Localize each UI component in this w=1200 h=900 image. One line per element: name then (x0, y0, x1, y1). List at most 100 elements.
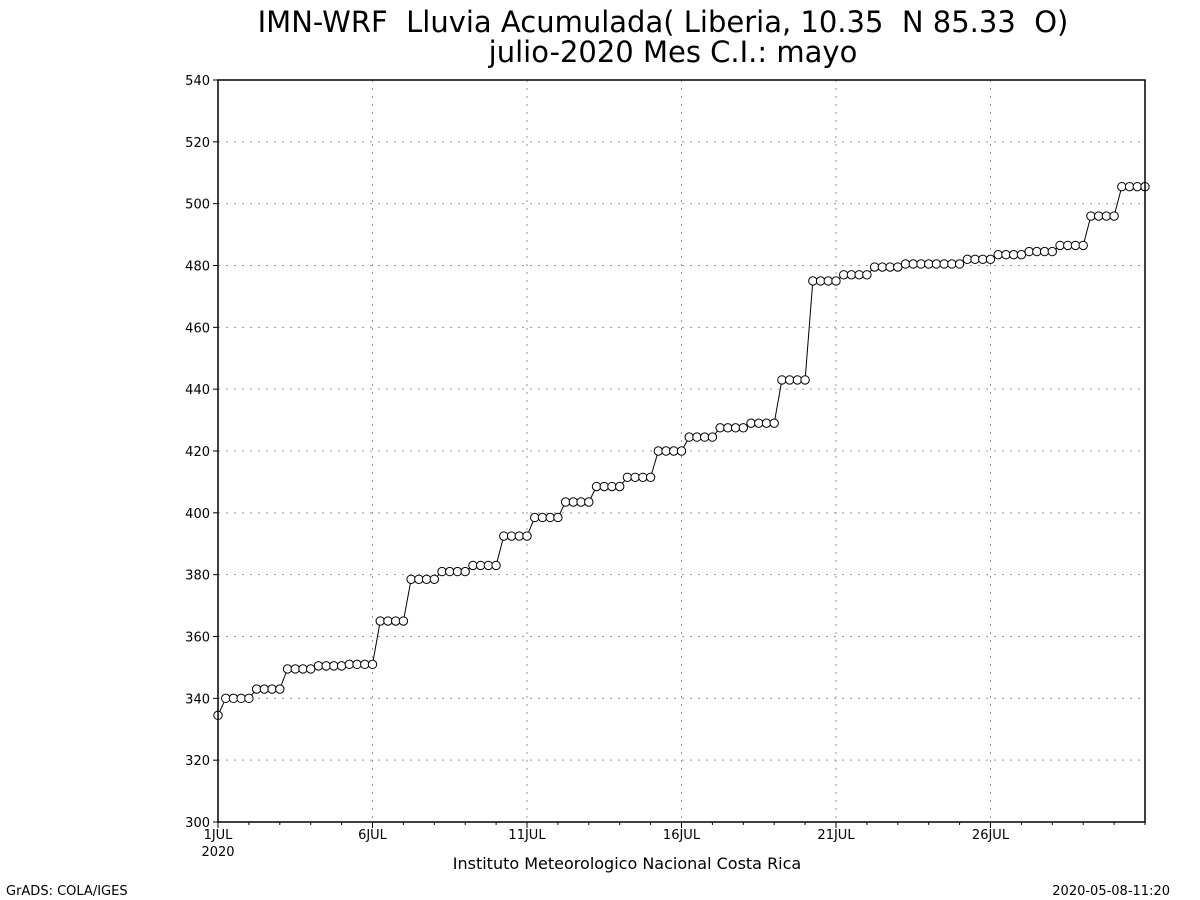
data-point (1117, 181, 1127, 192)
data-point (630, 472, 640, 482)
data-point (221, 693, 231, 704)
data-point (607, 481, 617, 492)
data-point (537, 512, 548, 523)
y-tick-label: 420 (185, 445, 210, 460)
data-point (808, 276, 818, 286)
plot-frame (217, 79, 1146, 823)
data-point (947, 259, 957, 269)
data-point (491, 560, 501, 571)
data-point (761, 418, 772, 428)
data-point (1008, 249, 1019, 260)
data-point (846, 270, 857, 280)
data-point (313, 661, 324, 671)
data-point (506, 531, 517, 541)
y-tick-label: 380 (185, 569, 210, 584)
data-point (421, 574, 432, 584)
data-point (414, 574, 424, 584)
x-tick-label: 16JUL (663, 828, 701, 843)
data-point (638, 472, 648, 482)
chart-title: IMN-WRF Lluvia Acumulada( Liberia, 10.35… (258, 5, 1069, 39)
data-point (514, 531, 524, 541)
data-point (815, 276, 826, 286)
data-point (599, 481, 609, 492)
data-point (676, 446, 687, 456)
x-tick-label: 21JUL (817, 828, 855, 843)
data-point (1039, 246, 1050, 257)
data-point (653, 446, 664, 456)
data-point (893, 262, 903, 272)
x-tick-sublabel: 2020 (201, 845, 234, 860)
data-point (869, 262, 880, 272)
data-point (900, 259, 911, 269)
y-tick-label: 520 (185, 136, 210, 151)
y-tick-label: 500 (185, 198, 210, 213)
data-point (962, 254, 973, 265)
data-point (730, 423, 741, 433)
footer-left: GrADS: COLA/IGES (6, 884, 128, 899)
data-point (862, 270, 872, 280)
x-tick-label: 11JUL (508, 828, 546, 843)
data-point (754, 418, 764, 428)
data-point (885, 262, 895, 272)
data-point (1101, 211, 1112, 221)
data-point (460, 566, 470, 577)
data-point (931, 259, 942, 269)
y-tick-label: 460 (185, 321, 210, 336)
y-tick-label: 440 (185, 383, 210, 398)
data-point (985, 254, 996, 265)
data-point (475, 560, 486, 571)
footer-right: 2020-05-08-11:20 (1052, 884, 1170, 899)
data-point (954, 259, 965, 269)
data-point (769, 418, 779, 428)
data-point (390, 616, 401, 626)
y-tick-label: 540 (185, 74, 210, 89)
data-point (584, 497, 594, 507)
data-point (437, 566, 447, 577)
data-point (306, 664, 316, 674)
data-point (645, 472, 656, 482)
data-point (352, 659, 362, 670)
data-point (483, 560, 494, 571)
data-point (553, 512, 563, 523)
data-point (1063, 240, 1073, 251)
data-point (568, 497, 579, 507)
data-point (1086, 211, 1096, 221)
data-point (398, 616, 409, 626)
y-tick-label: 300 (185, 816, 210, 831)
data-point (1024, 246, 1034, 257)
data-point (908, 259, 918, 269)
data-point (445, 566, 455, 577)
x-axis-label: Instituto Meteorologico Nacional Costa R… (453, 854, 801, 873)
data-point (244, 693, 254, 704)
data-point (622, 472, 633, 482)
y-axis: 300 320 340 360 380 400 420 440 460 480 500 520 540 (185, 74, 218, 831)
data-point (522, 531, 532, 541)
data-point (251, 684, 262, 694)
data-point (615, 481, 625, 492)
data-point (661, 446, 671, 456)
data-point (1078, 240, 1088, 251)
data-point (560, 497, 571, 507)
data-point (777, 375, 787, 385)
data-point (452, 566, 463, 577)
data-point (707, 432, 718, 442)
data-point (591, 481, 602, 492)
data-point (746, 418, 756, 428)
series-rain (213, 181, 1150, 721)
data-point (290, 664, 300, 674)
data-point (1055, 240, 1065, 251)
data-point (970, 254, 980, 265)
data-point (800, 375, 810, 385)
x-tick-label: 26JUL (972, 828, 1010, 843)
data-point (916, 259, 926, 269)
data-point (468, 560, 478, 571)
data-point (1109, 211, 1119, 221)
data-point (684, 432, 694, 442)
data-point (321, 661, 331, 671)
data-point (344, 659, 355, 670)
y-tick-label: 400 (185, 507, 210, 522)
data-point (298, 664, 308, 674)
data-point (1001, 249, 1011, 260)
